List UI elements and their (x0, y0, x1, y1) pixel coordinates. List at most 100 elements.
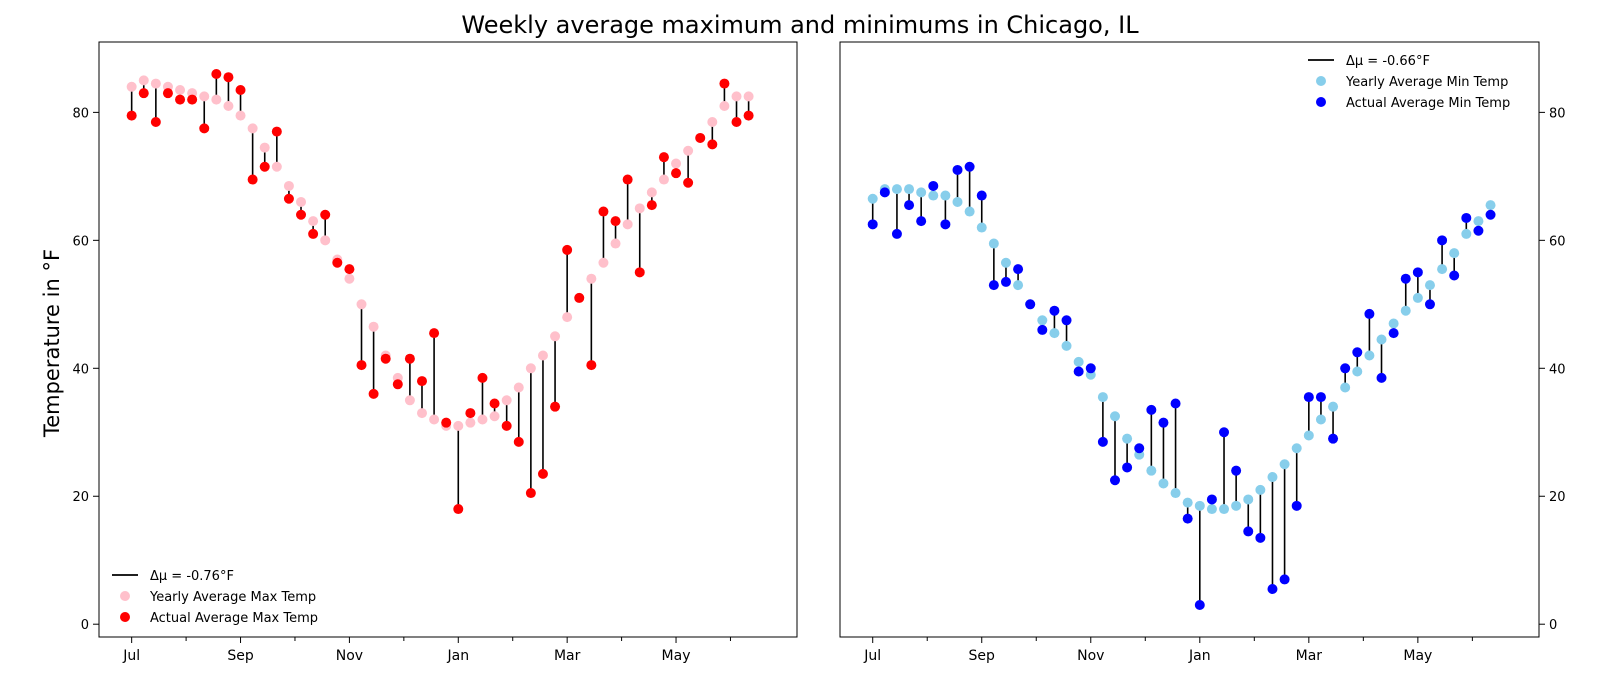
x-tick-label: Jul (863, 648, 881, 664)
actual-point (489, 398, 500, 409)
yearly-point (1340, 382, 1351, 393)
actual-point (658, 152, 669, 163)
actual-point (1291, 500, 1302, 511)
legend-label: Actual Average Max Temp (150, 611, 318, 626)
actual-point (1449, 270, 1460, 281)
legend-label: Yearly Average Min Temp (1345, 75, 1508, 90)
actual-point (683, 177, 694, 188)
actual-point (1473, 225, 1484, 236)
actual-point (1279, 574, 1290, 585)
actual-point (1061, 315, 1072, 326)
y-tick-label: 20 (1549, 490, 1566, 505)
actual-point (1109, 475, 1120, 486)
yearly-point (247, 123, 258, 134)
actual-point (525, 488, 536, 499)
actual-point (1267, 584, 1278, 595)
actual-point (356, 360, 367, 371)
actual-point (1182, 513, 1193, 524)
actual-point (1134, 443, 1145, 454)
yearly-point (586, 273, 597, 284)
yearly-point (356, 299, 367, 310)
yearly-point (1388, 318, 1399, 329)
actual-point (501, 420, 512, 431)
actual-point (904, 200, 915, 211)
legend-dot-swatch (120, 612, 130, 622)
yearly-point (404, 395, 415, 406)
actual-point (867, 219, 878, 230)
actual-point (928, 180, 939, 191)
yearly-point (867, 193, 878, 204)
yearly-point (1182, 497, 1193, 508)
yearly-point (308, 216, 319, 227)
yearly-point (1315, 414, 1326, 425)
axes-frame (839, 41, 1540, 638)
actual-point (1400, 273, 1411, 284)
y-tick-label: 60 (1549, 234, 1566, 249)
min-temp-panel: Jul Sep Nov Jan Mar May 0 20 40 60 80 Δμ = -0.66°F Y… (839, 41, 1566, 664)
actual-point (1376, 372, 1387, 383)
actual-point (1085, 363, 1096, 374)
actual-point (1049, 305, 1060, 316)
yearly-point (211, 94, 222, 105)
actual-point (550, 401, 561, 412)
yearly-point (1303, 430, 1314, 441)
yearly-point (916, 187, 927, 198)
actual-point (1424, 299, 1435, 310)
actual-point (1097, 436, 1108, 447)
yearly-point (1376, 334, 1387, 345)
actual-point (1352, 347, 1363, 358)
yearly-point (1243, 494, 1254, 505)
yearly-point (126, 81, 137, 92)
x-tick-label: May (1403, 648, 1432, 664)
yearly-point (940, 190, 951, 201)
yearly-point (138, 75, 149, 86)
y-tick-label: 20 (72, 490, 89, 505)
yearly-point (525, 363, 536, 374)
yearly-point (1170, 488, 1181, 499)
actual-point (465, 408, 476, 419)
actual-point (223, 72, 234, 83)
yearly-point (1485, 200, 1496, 211)
yearly-point (1449, 248, 1460, 259)
yearly-point (622, 219, 633, 230)
actual-point (392, 379, 403, 390)
actual-point (175, 94, 186, 105)
actual-point (1122, 462, 1133, 473)
yearly-point (368, 321, 379, 332)
x-tick-label: Nov (336, 648, 363, 664)
yearly-point (1231, 500, 1242, 511)
x-tick-label: Mar (554, 648, 581, 664)
actual-point (199, 123, 210, 134)
actual-point (707, 139, 718, 150)
actual-point (1485, 209, 1496, 220)
yearly-point (904, 184, 915, 195)
actual-point (344, 264, 355, 275)
x-tick-label: Sep (227, 648, 254, 664)
yearly-point (550, 331, 561, 342)
yearly-point (1061, 340, 1072, 351)
yearly-point (1461, 228, 1472, 239)
yearly-point (964, 206, 975, 217)
actual-point (1255, 532, 1266, 543)
actual-point (1388, 328, 1399, 339)
actual-point (150, 116, 161, 127)
actual-point (380, 353, 391, 364)
actual-point (368, 388, 379, 399)
yearly-point (988, 238, 999, 249)
actual-point (988, 280, 999, 291)
yearly-point (634, 203, 645, 214)
actual-point (1170, 398, 1181, 409)
yearly-point (513, 382, 524, 393)
x-tick-label: Mar (1296, 648, 1323, 664)
actual-point (952, 164, 963, 175)
legend-label: Actual Average Min Temp (1346, 96, 1510, 111)
actual-point (586, 360, 597, 371)
actual-point (126, 110, 137, 121)
legend-label: Yearly Average Max Temp (149, 590, 316, 605)
actual-point (1461, 212, 1472, 223)
y-tick-label: 60 (72, 234, 89, 249)
actual-point (1243, 526, 1254, 537)
yearly-point (1000, 257, 1011, 268)
legend-dot-swatch (1316, 76, 1326, 86)
actual-point (743, 110, 754, 121)
